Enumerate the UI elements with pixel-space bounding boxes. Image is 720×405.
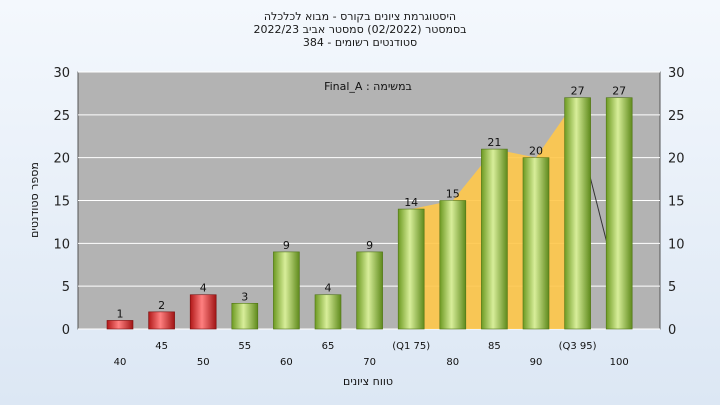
value-label: 9	[283, 239, 290, 252]
y-tick-left: 5	[62, 280, 70, 295]
x-tick-label: 90	[530, 357, 543, 368]
y-tick-right: 15	[668, 195, 685, 210]
bar-80	[439, 200, 467, 330]
x-tick-label: 55	[238, 341, 251, 352]
bar-90	[522, 157, 550, 330]
y-tick-right: 30	[668, 66, 685, 81]
y-tick-left: 0	[62, 323, 70, 338]
bar-60	[273, 251, 300, 330]
value-labels: 1 2 4 3 9 4 9 14 15 21 20 27 27	[117, 85, 627, 321]
annotation-label: במשימה : Final_A	[324, 80, 412, 93]
y-tick-right: 0	[668, 323, 676, 338]
value-label: 4	[200, 282, 207, 295]
value-label: 20	[529, 145, 543, 158]
value-label: 1	[117, 307, 124, 320]
bar-50	[189, 294, 217, 330]
bar-45	[148, 311, 175, 330]
title-line-1: היסטוגרמת ציונים בקורס - מבוא לכלכלה	[263, 10, 457, 23]
x-tick-label: 80	[446, 357, 459, 368]
x-tick-label: 65	[322, 341, 335, 352]
title-line-3: סטודנטים רשומים - 384	[302, 36, 418, 49]
x-tick-label: (Q1 75)	[392, 341, 430, 352]
x-tick-label: (Q3 95)	[559, 341, 597, 352]
y-tick-right: 10	[668, 237, 685, 252]
x-tick-label: 60	[280, 357, 293, 368]
value-label: 4	[325, 282, 332, 295]
bar-40	[106, 320, 134, 330]
bar-q175	[397, 208, 425, 330]
value-label: 9	[366, 239, 373, 252]
x-tick-label: 40	[114, 357, 127, 368]
bars	[106, 97, 633, 330]
y-tick-left: 15	[53, 195, 70, 210]
x-tick-label: 85	[488, 341, 501, 352]
value-label: 14	[404, 196, 418, 209]
y-axis-title: מספר סטודנטים	[28, 162, 41, 238]
value-label: 15	[446, 188, 460, 201]
y-tick-right: 20	[668, 152, 685, 167]
title-line-2: בסמסטר (02/2022) סמסטר אביב 2022/23	[253, 23, 467, 36]
bar-55	[231, 302, 259, 330]
x-tick-label: 100	[610, 357, 629, 368]
value-label: 3	[241, 290, 248, 303]
y-tick-left: 25	[53, 109, 70, 124]
x-axis-ticks: 40 45 50 55 60 65 70 (Q1 75) 80 85 90 (Q3 95) 100	[114, 341, 629, 368]
y-tick-left: 30	[53, 66, 70, 81]
x-tick-label: 45	[155, 341, 168, 352]
value-label: 21	[487, 136, 501, 149]
y-axis-left: 0 5 10 15 20 25 30	[53, 66, 70, 338]
value-label: 2	[158, 299, 165, 312]
x-tick-label: 50	[197, 357, 210, 368]
bar-70	[356, 251, 383, 330]
y-axis-right: 0 5 10 15 20 25 30	[668, 66, 685, 338]
x-axis-title: טווח ציונים	[343, 375, 393, 388]
y-tick-right: 25	[668, 109, 685, 124]
x-tick-label: 70	[363, 357, 376, 368]
value-label: 27	[612, 85, 626, 98]
chart-title: היסטוגרמת ציונים בקורס - מבוא לכלכלה בסמ…	[0, 10, 720, 49]
bar-100	[605, 97, 633, 330]
value-label: 27	[571, 85, 585, 98]
bar-85	[481, 148, 508, 330]
bar-65	[314, 294, 342, 330]
y-tick-left: 10	[53, 237, 70, 252]
y-tick-right: 5	[668, 280, 676, 295]
bar-q395	[564, 97, 591, 330]
y-tick-left: 20	[53, 152, 70, 167]
